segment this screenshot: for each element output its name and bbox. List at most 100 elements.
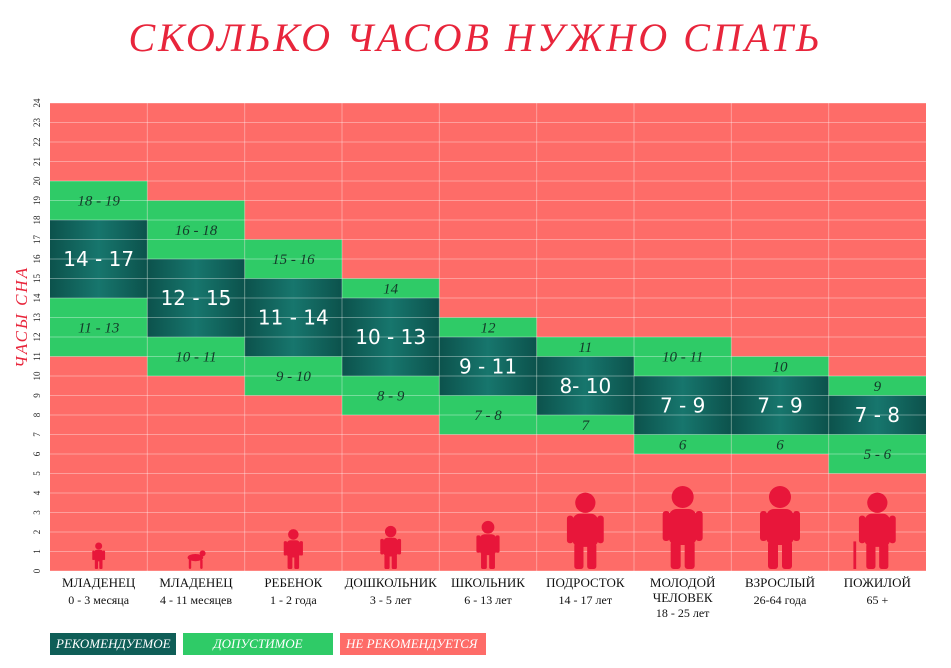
- torso: [383, 537, 398, 557]
- y-tick-label: 22: [32, 138, 42, 147]
- acceptable-upper-label: 12: [481, 320, 497, 336]
- category-name: МЛАДЕНЕЦ: [159, 575, 233, 590]
- y-tick-label: 23: [32, 118, 42, 128]
- acceptable-upper-label: 11: [578, 340, 592, 356]
- arm: [760, 511, 767, 541]
- acceptable-upper-label: 10 - 11: [662, 350, 703, 366]
- arm: [793, 511, 800, 541]
- y-tick-label: 13: [32, 313, 42, 323]
- category-age: 4 - 11 месяцев: [160, 593, 232, 607]
- torso: [286, 540, 301, 558]
- acceptable-lower-label: 5 - 6: [864, 447, 892, 463]
- acceptable-lower-label: 7: [582, 418, 591, 434]
- leg: [384, 554, 390, 569]
- category-name: ДОШКОЛЬНИК: [345, 575, 438, 590]
- recommended-band: [731, 376, 829, 435]
- head: [481, 520, 495, 534]
- infant-icon: [92, 542, 106, 569]
- category-age: 0 - 3 месяца: [68, 593, 129, 607]
- category-name: МОЛОДОЙ: [650, 575, 716, 590]
- category-age: 18 - 25 лет: [656, 606, 710, 620]
- leg: [768, 541, 778, 569]
- acceptable-upper-label: 15 - 16: [272, 252, 315, 268]
- arm: [889, 515, 896, 544]
- schoolchild-icon: [476, 520, 500, 569]
- teenager-icon: [566, 492, 604, 569]
- elderly-icon: [853, 492, 896, 569]
- recommended-band: [244, 278, 342, 357]
- y-tick-label: 2: [32, 530, 42, 535]
- acceptable-lower-label: 6: [776, 437, 784, 453]
- torso: [864, 513, 891, 547]
- category-age: 14 - 17 лет: [559, 593, 613, 607]
- acceptable-upper-label: 14: [383, 281, 399, 297]
- y-tick-label: 8: [32, 412, 42, 417]
- arm: [566, 515, 574, 544]
- y-tick-label: 5: [32, 471, 42, 476]
- acceptable-lower-label: 11 - 13: [78, 320, 119, 336]
- recommended-label: 10 - 13: [355, 325, 426, 349]
- y-tick-label: 24: [32, 98, 42, 108]
- recommended-band: [50, 220, 148, 298]
- category-name: ШКОЛЬНИК: [451, 575, 525, 590]
- torso: [479, 534, 497, 556]
- y-tick-label: 12: [32, 333, 42, 342]
- y-tick-label: 9: [32, 393, 42, 398]
- category-name: МЛАДЕНЕЦ: [62, 575, 136, 590]
- leg: [99, 560, 103, 569]
- category-age: 65 +: [866, 593, 888, 607]
- head: [95, 542, 103, 550]
- acceptable-upper-label: 9: [874, 379, 882, 395]
- recommended-label: 11 - 14: [258, 306, 329, 330]
- legend-recommended: РЕКОМЕНДУЕМОЕ: [50, 633, 176, 655]
- cane: [853, 541, 857, 569]
- y-tick-label: 17: [32, 235, 42, 245]
- category-name: ПОЖИЛОЙ: [844, 575, 911, 590]
- y-tick-label: 16: [32, 254, 42, 264]
- recommended-band: [342, 298, 440, 376]
- acceptable-lower-label: 8 - 9: [377, 389, 405, 405]
- category-name: ВЗРОСЛЫЙ: [745, 575, 815, 590]
- torso: [572, 513, 599, 547]
- arm: [495, 535, 500, 553]
- legend-recommended-label: РЕКОМЕНДУЕМОЕ: [56, 636, 171, 651]
- recommended-label: 8- 10: [559, 374, 611, 398]
- y-tick-label: 18: [32, 215, 42, 225]
- acceptable-lower-label: 9 - 10: [276, 369, 311, 385]
- arm: [380, 538, 384, 555]
- y-tick-label: 15: [32, 274, 42, 284]
- head: [199, 550, 206, 557]
- page-title: СКОЛЬКО ЧАСОВ НУЖНО СПАТЬ: [128, 15, 823, 60]
- leg: [879, 543, 889, 569]
- arm: [92, 550, 95, 561]
- y-tick-label: 14: [32, 293, 42, 303]
- legend-not-recommended-label: НЕ РЕКОМЕНДУЕТСЯ: [346, 636, 478, 651]
- young-adult-icon: [662, 486, 703, 569]
- legend-acceptable-label: ДОПУСТИМОЕ: [213, 636, 303, 651]
- recommended-band: [828, 395, 926, 435]
- category-age: 6 - 13 лет: [464, 593, 512, 607]
- y-tick-label: 4: [32, 490, 42, 495]
- acceptable-upper-label: 18 - 19: [77, 194, 120, 210]
- acceptable-upper-label: 10: [773, 359, 789, 375]
- leg: [94, 560, 99, 569]
- leg: [782, 541, 792, 569]
- recommended-label: 7 - 8: [855, 403, 900, 427]
- arm: [662, 511, 670, 541]
- leg: [866, 543, 876, 569]
- recommended-band: [634, 376, 732, 435]
- torso: [94, 549, 104, 562]
- y-tick-label: 21: [32, 157, 42, 166]
- torso: [668, 509, 697, 545]
- category-age: 26-64 года: [754, 593, 807, 607]
- arm: [858, 515, 866, 544]
- y-tick-label: 3: [32, 510, 42, 515]
- leg: [287, 555, 293, 569]
- leg: [294, 555, 300, 569]
- category-age: 3 - 5 лет: [370, 593, 412, 607]
- recommended-label: 9 - 11: [459, 354, 517, 378]
- recommended-label: 12 - 15: [161, 286, 232, 310]
- arm: [200, 559, 203, 569]
- head: [575, 492, 596, 513]
- category-name: ЧЕЛОВЕК: [653, 590, 713, 605]
